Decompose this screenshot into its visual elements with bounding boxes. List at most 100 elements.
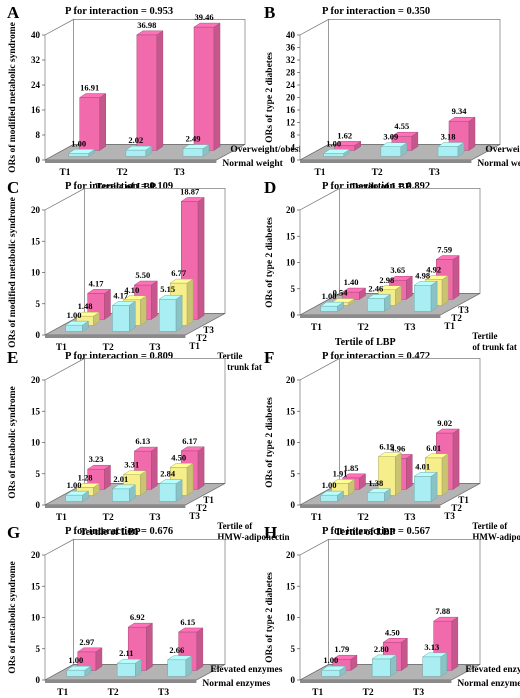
x-tick-label: T1: [56, 343, 67, 353]
bar: [158, 479, 183, 502]
series-label: Normal weight: [222, 159, 283, 169]
bar: [67, 148, 96, 157]
y-tick-label: 24: [286, 80, 296, 90]
depth-tick-label: T1: [444, 321, 455, 331]
data-label: 3.23: [89, 454, 104, 464]
y-tick-label: 15: [31, 581, 41, 591]
bar: [64, 490, 90, 502]
x-tick-label: T1: [59, 168, 70, 178]
y-axis-label: ORs of metabolic syndrome: [8, 386, 18, 499]
chart-title: P for interaction = 0.953: [65, 6, 173, 17]
x-axis-label: Tertile of LBP: [335, 337, 396, 348]
floor-edge: [45, 335, 186, 338]
y-tick-label: 10: [31, 613, 41, 623]
data-label: 3.65: [390, 265, 405, 275]
y-tick-label: 0: [291, 155, 296, 165]
panel-letter: F: [264, 348, 274, 367]
x-tick-label: T3: [149, 343, 160, 353]
x-axis-label: Tertile of LBP: [335, 527, 396, 538]
bar: [64, 320, 90, 332]
bar: [322, 148, 351, 157]
y-tick-label: 15: [286, 231, 296, 241]
depth-tick-label: T1: [203, 495, 214, 505]
depth-axis-label: Tertile: [472, 331, 497, 341]
depth-axis-label: HMW-adiponectin: [217, 532, 289, 542]
bar: [366, 488, 392, 502]
y-axis-label: ORs of modified metabolic syndrome: [8, 197, 18, 348]
series-label: Elevated enzymes: [465, 665, 520, 675]
data-label: 6.17: [182, 436, 198, 446]
series-label: Overweight/obesity: [485, 145, 520, 155]
y-tick-label: 12: [286, 118, 296, 128]
data-label: 6.13: [135, 436, 150, 446]
data-label: 6.19: [379, 442, 394, 452]
y-tick-label: 4: [291, 143, 296, 153]
y-tick-label: 16: [31, 105, 41, 115]
x-tick-label: T1: [312, 688, 323, 698]
data-label: 2.84: [160, 469, 176, 479]
data-label: 1.85: [344, 463, 359, 473]
depth-tick-label: T1: [458, 495, 469, 505]
data-label: 4.98: [415, 270, 430, 280]
bar: [116, 658, 143, 677]
x-tick-label: T2: [372, 168, 383, 178]
data-label: 5.15: [160, 284, 175, 294]
y-axis-label: ORs of type 2 diabetes: [265, 52, 275, 143]
x-tick-label: T3: [149, 513, 160, 523]
bar: [341, 287, 367, 300]
data-label: 1.38: [368, 478, 383, 488]
data-label: 2.80: [374, 644, 389, 654]
y-tick-label: 0: [291, 500, 296, 510]
bar: [78, 93, 107, 151]
chart-title: P for interaction = 0.472: [322, 351, 430, 362]
floor-edge: [300, 505, 441, 508]
depth-axis-label: HMW-adiponectin: [472, 532, 520, 542]
y-tick-label: 24: [31, 80, 41, 90]
data-label: 4.10: [124, 285, 139, 295]
panel-d: D P for interaction = 0.892 0 5 10 15 20 ORs of…: [264, 178, 517, 352]
x-tick-label: T2: [103, 513, 114, 523]
panel-f: F P for interaction = 0.472 0 5 10 15 20 ORs of…: [264, 348, 520, 542]
y-axis-label: ORs of type 2 diabetes: [265, 572, 275, 663]
depth-tick-label: T3: [444, 511, 455, 521]
series-label: Normal enzymes: [457, 679, 520, 689]
data-label: 4.96: [390, 443, 405, 453]
bar: [111, 300, 137, 332]
data-label: 9.02: [437, 418, 452, 428]
data-label: 2.46: [368, 283, 383, 293]
data-label: 6.92: [130, 612, 145, 622]
x-tick-label: T2: [358, 323, 369, 333]
y-tick-label: 0: [36, 500, 41, 510]
y-tick-label: 20: [286, 205, 296, 215]
panel-c: C P for interaction = 0.109 0 5 10 15 20 ORs of…: [7, 178, 262, 372]
data-label: 16.91: [80, 83, 99, 93]
data-label: 2.01: [113, 474, 128, 484]
bar: [366, 294, 392, 312]
bar: [388, 275, 414, 300]
bar: [331, 654, 358, 671]
panel-b: B P for interaction = 0.350 0 4 8 12 16 20 24 28 3…: [264, 3, 520, 193]
depth-tick-label: T2: [451, 313, 462, 323]
x-tick-label: T1: [57, 688, 68, 698]
depth-tick-label: T3: [458, 305, 469, 315]
data-label: 7.59: [437, 245, 452, 255]
floor-edge: [45, 680, 197, 683]
bar: [413, 471, 438, 502]
floor-edge: [300, 315, 441, 318]
panel-h: H P for interaction = 0.567 0 5 10 15 20 ORs of…: [264, 523, 520, 698]
panel-e: E P for interaction = 0.809 0 5 10 15 20 ORs of…: [7, 348, 290, 542]
depth-tick-label: T2: [196, 503, 207, 513]
y-tick-label: 8: [291, 130, 296, 140]
y-tick-label: 5: [291, 469, 296, 479]
data-label: 6.77: [171, 268, 187, 278]
depth-tick-label: T2: [196, 333, 207, 343]
data-label: 4.17: [89, 278, 105, 288]
y-tick-label: 0: [291, 675, 296, 685]
bar: [177, 627, 204, 671]
data-label: 9.34: [452, 106, 468, 116]
y-axis-label: ORs of type 2 diabetes: [265, 397, 275, 488]
x-tick-label: T3: [413, 688, 424, 698]
depth-tick-label: T3: [203, 325, 214, 335]
data-label: 7.88: [435, 606, 450, 616]
data-label: 3.13: [424, 642, 439, 652]
